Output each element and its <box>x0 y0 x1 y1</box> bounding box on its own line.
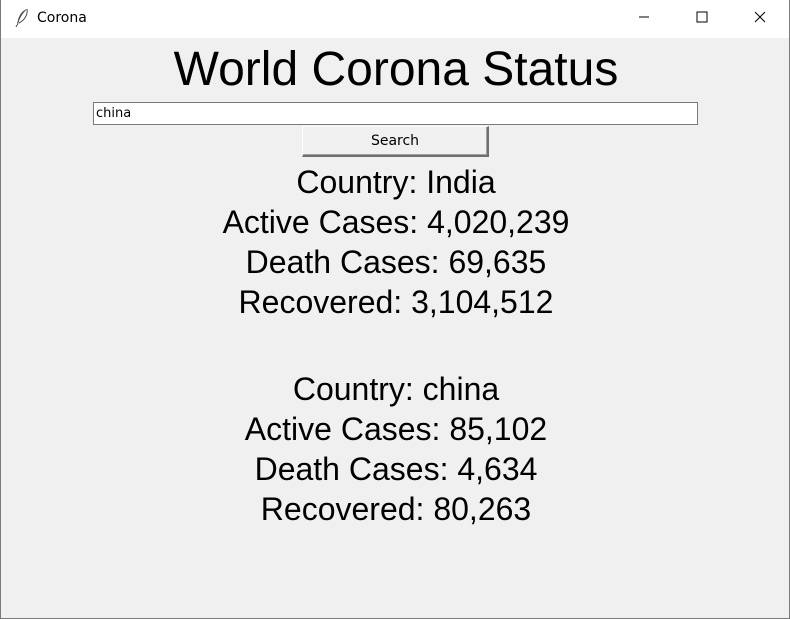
maximize-icon <box>696 10 708 28</box>
minimize-icon <box>638 10 650 28</box>
country-label: Country: India <box>296 164 496 200</box>
page-title: World Corona Status <box>173 43 619 96</box>
search-button[interactable]: Search <box>302 126 489 157</box>
close-icon <box>754 10 766 28</box>
recovered-label: Recovered: 3,104,512 <box>238 284 554 320</box>
title-bar[interactable]: Corona <box>1 0 789 38</box>
minimize-button[interactable] <box>615 0 673 38</box>
window-title: Corona <box>37 10 87 26</box>
feather-icon <box>15 8 29 28</box>
death-cases-label: Death Cases: 69,635 <box>245 244 547 280</box>
maximize-button[interactable] <box>673 0 731 38</box>
close-button[interactable] <box>731 0 789 38</box>
search-input[interactable] <box>93 102 698 125</box>
result-block-india: Country: India Active Cases: 4,020,239 D… <box>1 162 790 322</box>
result-block-china: Country: china Active Cases: 85,102 Deat… <box>1 369 790 529</box>
active-cases-label: Active Cases: 85,102 <box>244 411 548 447</box>
country-label: Country: china <box>292 371 500 407</box>
active-cases-label: Active Cases: 4,020,239 <box>222 204 570 240</box>
death-cases-label: Death Cases: 4,634 <box>254 451 538 487</box>
recovered-label: Recovered: 80,263 <box>260 491 532 527</box>
